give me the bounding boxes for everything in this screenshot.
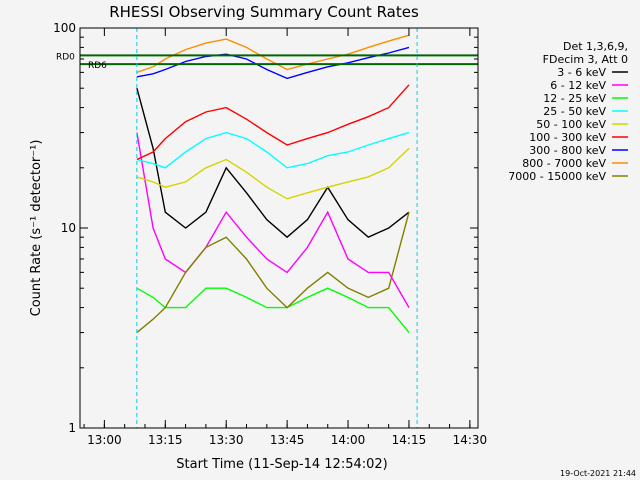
x-tick-label-1: 13:00 xyxy=(87,433,122,447)
y-tick-label-2: 10 xyxy=(61,221,76,235)
legend-header-1: Det 1,3,6,9, xyxy=(563,40,628,53)
series-line-5 xyxy=(136,147,410,200)
x-tick-label-4: 13:45 xyxy=(270,433,305,447)
series-line-2 xyxy=(136,132,410,308)
series-line-7 xyxy=(136,46,410,80)
legend-header-2: FDecim 3, Att 0 xyxy=(543,53,628,66)
legend-label-8: 800 - 7000 keV xyxy=(522,157,606,170)
legend-label-5: 50 - 100 keV xyxy=(536,118,606,131)
marker-label-rd6: RD6 xyxy=(88,61,107,71)
series-line-6 xyxy=(136,84,410,161)
x-tick-label-5: 14:00 xyxy=(331,433,366,447)
legend-label-7: 300 - 800 keV xyxy=(529,144,606,157)
legend-label-4: 25 - 50 keV xyxy=(543,105,606,118)
footer-timestamp: 19-Oct-2021 21:44 xyxy=(560,469,636,478)
series-line-4 xyxy=(136,131,410,169)
x-tick-label-3: 13:30 xyxy=(209,433,244,447)
x-tick-label-7: 14:30 xyxy=(453,433,488,447)
marker-label-rd0: RD0 xyxy=(56,52,75,62)
x-tick-label-6: 14:15 xyxy=(392,433,427,447)
series-line-1 xyxy=(136,88,410,239)
series-line-3 xyxy=(136,287,410,334)
legend-label-2: 6 - 12 keV xyxy=(550,79,606,92)
legend-label-3: 12 - 25 keV xyxy=(543,92,606,105)
legend-label-1: 3 - 6 keV xyxy=(557,66,606,79)
x-axis-label: Start Time (11-Sep-14 12:54:02) xyxy=(176,457,387,472)
x-tick-label-2: 13:15 xyxy=(148,433,183,447)
series-line-9 xyxy=(136,212,410,334)
legend-label-9: 7000 - 15000 keV xyxy=(508,170,606,183)
y-tick-label-3: 100 xyxy=(53,21,76,35)
legend-label-6: 100 - 300 keV xyxy=(529,131,606,144)
y-tick-label-1: 1 xyxy=(68,421,76,435)
y-axis-label: Count Rate (s⁻¹ detector⁻¹) xyxy=(29,140,44,317)
chart-title: RHESSI Observing Summary Count Rates xyxy=(109,3,419,21)
